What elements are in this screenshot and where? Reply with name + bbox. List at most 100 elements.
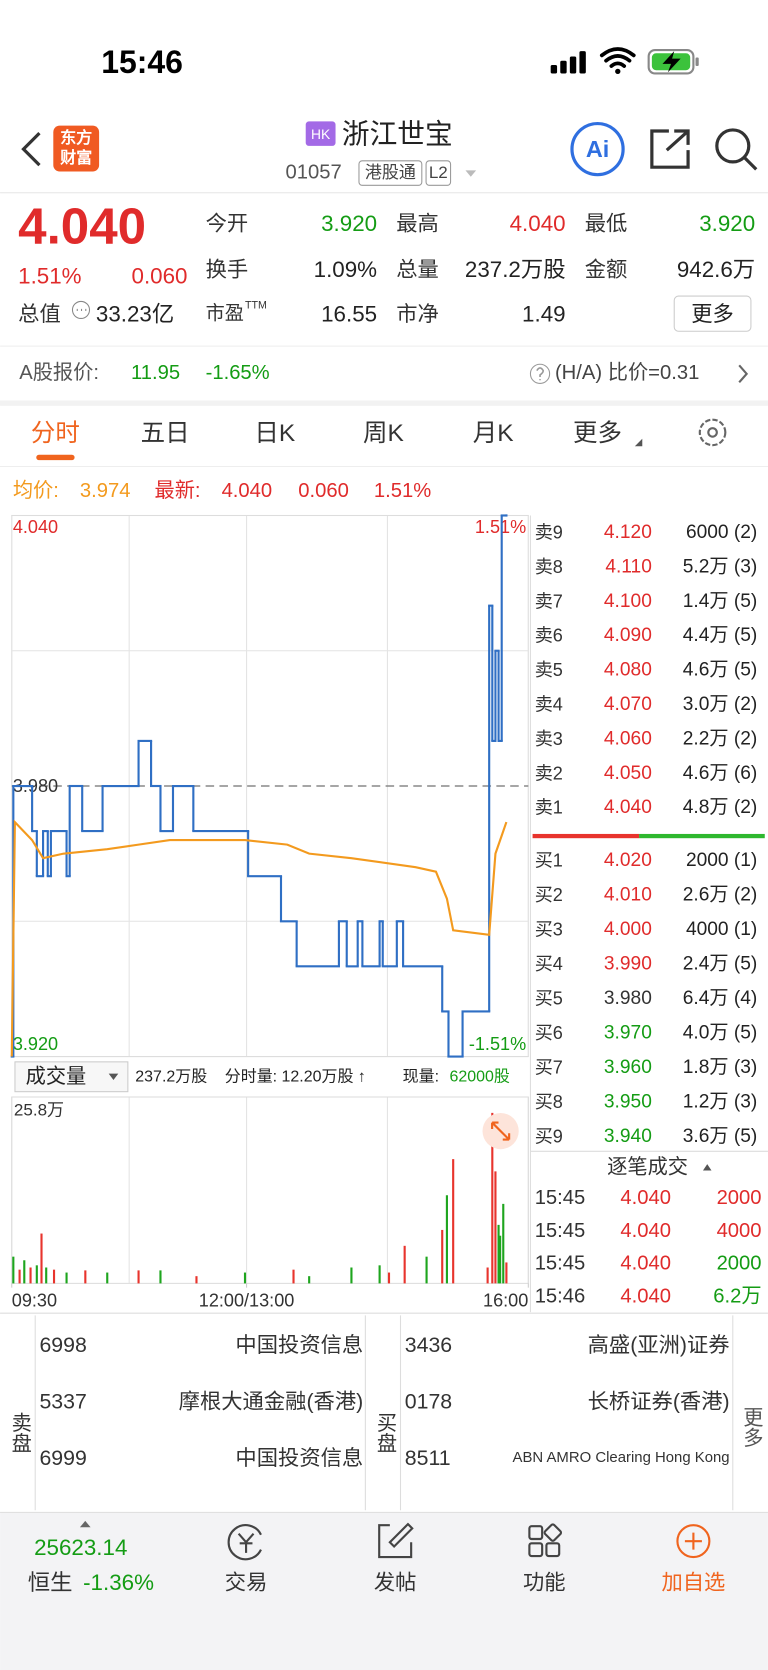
stat-value: 942.6万 [677,257,755,282]
stock-title: 浙江世宝 [342,119,453,150]
trade-price: 4.040 [620,1285,671,1307]
info-icon [71,300,91,319]
stat-label-sup: TTM [245,300,267,312]
x-tick-label: 12:00/13:00 [199,1290,295,1310]
more-button[interactable] [673,295,752,332]
tag: 港股通 [365,163,416,182]
latest-change-pct: 1.51% [374,480,431,502]
ask-label: 卖6 [535,626,563,646]
bid-price: 4.020 [604,850,652,871]
broker-name: 中国投资信息 [235,1446,363,1470]
trade-volume: 2000 [717,1253,762,1275]
avg-label: 均价: [13,479,59,502]
stat-label: 今开 [206,212,249,236]
ask-price: 4.060 [604,728,652,749]
trade-time: 15:45 [535,1187,586,1209]
trade-time: 15:45 [535,1220,586,1242]
tag-box [425,160,452,186]
tab[interactable]: 更多 [573,419,622,447]
bid-price: 3.950 [604,1092,652,1113]
ask-label: 卖3 [535,729,563,749]
stat-value: 3.920 [699,211,755,236]
stat-label: 总值 [18,302,61,326]
bid-volume: 3.6万 (5) [683,1126,758,1147]
bid-label: 买4 [535,954,563,974]
broker-name: 高盛(亚洲)证券 [588,1333,730,1357]
tag-box [358,160,423,186]
trade-icon [227,1524,262,1561]
avg-line [10,819,508,1057]
more-button-text: 更多 [691,302,734,326]
ask-volume: 4.6万 (5) [683,660,758,681]
ask-price: 4.070 [604,694,652,715]
stat-label: 市净 [396,302,439,326]
nav-label[interactable]: 加自选 [661,1571,725,1595]
wifi-dot [615,68,621,75]
volume-selector[interactable] [14,1061,129,1093]
status-time: 15:46 [101,44,183,80]
stat-label: 换手 [206,257,249,281]
trade-price: 4.040 [620,1220,671,1242]
signal-bar [569,56,577,74]
price: 4.040 [18,197,146,254]
volume-current: 62000股 [450,1067,510,1085]
volume-title: 成交量 [26,1065,87,1088]
trade-volume: 6.2万 [713,1285,761,1307]
brokers-more: 更多 [740,1407,763,1447]
tab[interactable]: 周K [363,420,404,447]
change: 0.060 [132,263,188,288]
back-button[interactable] [21,132,41,167]
bid-label: 买5 [535,989,563,1009]
x-tick-label: 16:00 [483,1290,528,1310]
volume-interval: 分时量: 12.20万股 ↑ [225,1067,366,1085]
index-change: -1.36% [83,1570,154,1595]
tab-underline [36,454,75,461]
stat-value: 3.920 [321,211,377,236]
bid-price: 3.990 [604,954,652,975]
y-tick-label: 3.980 [13,776,58,796]
tab[interactable]: 月K [473,420,514,447]
volume-selector-arrow [108,1073,119,1080]
bid-volume: 2.6万 (2) [683,885,758,906]
y2-tick-label: 1.51% [475,517,526,537]
trade-volume: 2000 [717,1187,762,1209]
bid-volume: 1.2万 (3) [683,1092,758,1113]
bid-price: 3.960 [604,1057,652,1078]
tag: L2 [429,163,448,182]
chevron[interactable] [738,364,749,384]
broker-id: 5337 [39,1390,86,1414]
tab[interactable]: 五日 [141,420,190,447]
signal-bar [550,64,558,74]
nav-label[interactable]: 功能 [523,1571,566,1595]
settings-button[interactable] [698,418,727,447]
bid-label: 买6 [535,1023,563,1043]
ask-price: 4.050 [604,763,652,784]
share-button[interactable] [650,129,690,169]
stock-code: 01057 [285,162,341,184]
ai-button[interactable] [570,121,625,177]
change-pct: 1.51% [18,263,82,288]
signal-bar [579,51,586,74]
logo [53,125,100,172]
tab-more-triangle [634,438,643,447]
search-button[interactable] [715,128,751,164]
stat-value: 16.55 [321,302,377,327]
bid-volume: 4.0万 (5) [683,1023,758,1044]
stat-value: 4.040 [510,211,566,236]
ask-label: 卖2 [535,763,563,783]
nav-label[interactable]: 发帖 [374,1571,417,1595]
bid-label: 买3 [535,920,563,940]
add-watch-plus [684,1532,702,1550]
tab[interactable]: 分时 [31,419,80,447]
wifi-icon [599,47,636,68]
tab[interactable]: 日K [254,420,295,447]
a-share-price: 11.95 [131,362,180,384]
settings-center [707,427,718,438]
ask-label: 卖5 [535,660,563,680]
ask-price: 4.080 [604,660,652,681]
battery-cap [695,57,699,67]
bid-price: 4.000 [604,919,652,940]
nav-label[interactable]: 交易 [225,1571,268,1595]
bid-label: 买9 [535,1127,563,1147]
